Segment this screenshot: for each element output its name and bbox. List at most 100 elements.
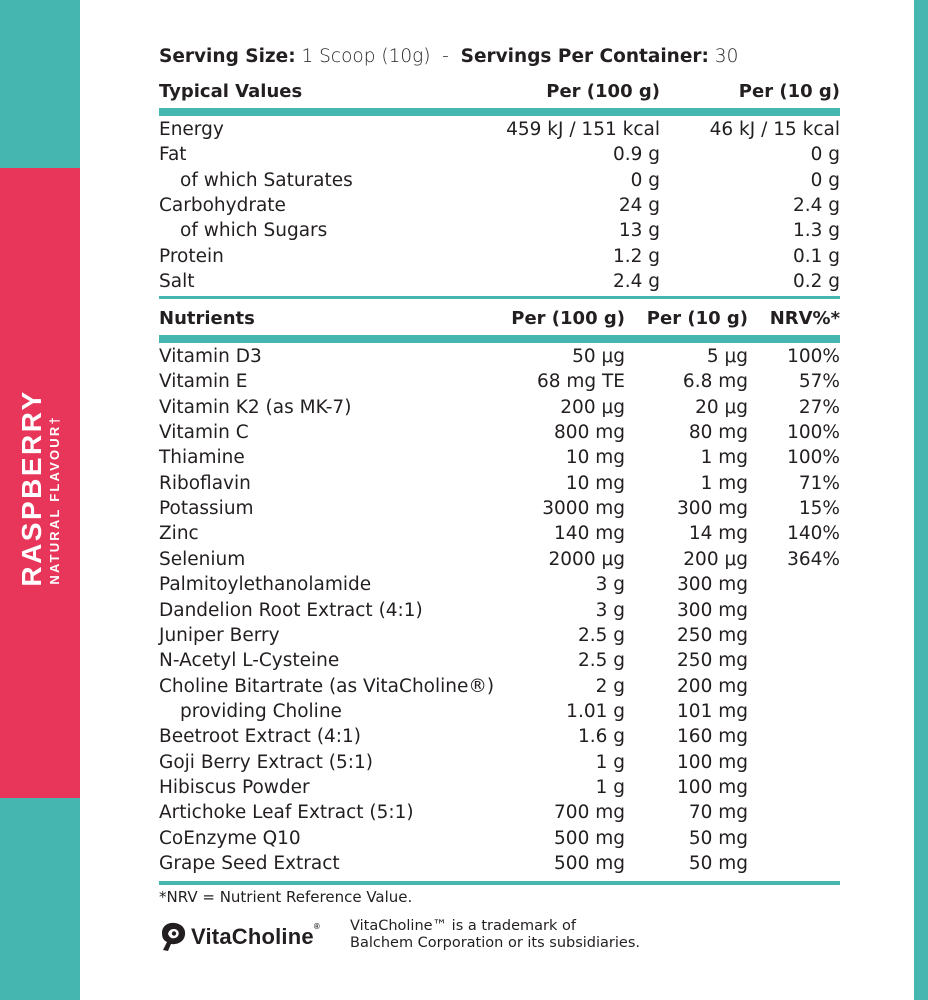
serving-info: Serving Size: 1 Scoop (10g) - Servings P… <box>159 46 840 67</box>
nutrient-row: Thiamine 10 mg 1 mg 100% <box>159 447 840 472</box>
nutrient-row-per10: 100 mg <box>677 751 748 773</box>
typical-row-per10: 46 kJ / 15 kcal <box>709 119 840 140</box>
nutrient-row-per100: 140 mg <box>554 523 625 545</box>
serving-size-label: Serving Size: <box>159 46 296 67</box>
typical-row: Salt 2.4 g 0.2 g <box>159 271 840 296</box>
nutrient-row-per10: 300 mg <box>677 574 748 596</box>
nutrient-row-per100: 1 g <box>595 776 625 798</box>
typical-row: Carbohydrate 24 g 2.4 g <box>159 195 840 220</box>
nutrient-row-per100: 10 mg <box>565 447 625 469</box>
typical-end-rule <box>159 296 840 299</box>
typical-row-per10: 0.1 g <box>792 245 840 267</box>
nutrient-row-name: Artichoke Leaf Extract (5:1) <box>159 802 414 824</box>
nutrient-row-per10: 100 mg <box>677 776 748 798</box>
nutrients-col-per100: Per (100 g) <box>511 308 625 329</box>
typical-row: Fat 0.9 g 0 g <box>159 144 840 169</box>
nutrient-row-name: Vitamin E <box>159 371 248 393</box>
typical-row-name: of which Saturates <box>180 169 353 191</box>
nutrient-row-name: Riboflavin <box>159 472 251 494</box>
typical-row-per100: 2.4 g <box>612 270 660 292</box>
nutrient-row-nrv: 100% <box>787 346 840 367</box>
nutrient-row-per10: 80 mg <box>688 422 748 444</box>
nutrients-col-nrv: NRV%* <box>769 308 840 329</box>
nutrient-row-name: providing Choline <box>180 700 342 722</box>
nutrient-row-name: Grape Seed Extract <box>159 853 340 874</box>
nutrient-row: providing Choline 1.01 g 101 mg <box>159 701 840 726</box>
nutrient-row: CoEnzyme Q10 500 mg 50 mg <box>159 828 840 853</box>
typical-row-per100: 13 g <box>618 220 660 242</box>
flavour-label: RASPBERRY NATURAL FLAVOUR† <box>16 389 63 586</box>
typical-row-per100: 459 kJ / 151 kcal <box>506 119 660 140</box>
nutrient-row-per10: 200 μg <box>683 548 748 570</box>
nutrient-row-name: Selenium <box>159 548 246 570</box>
typical-row-name: Protein <box>159 245 224 267</box>
nutrient-row-nrv: 27% <box>798 396 840 418</box>
nutrient-row: Artichoke Leaf Extract (5:1) 700 mg 70 mg <box>159 802 840 827</box>
nutrient-row-per100: 1 g <box>595 751 625 773</box>
nutrient-row-per100: 2000 μg <box>548 548 625 570</box>
typical-header-rule <box>159 108 840 116</box>
nutrient-row-per100: 1.01 g <box>566 700 625 722</box>
nutrient-row-per10: 200 mg <box>677 675 748 697</box>
nutrient-row-per100: 50 μg <box>572 346 625 367</box>
nutrient-row-per100: 3 g <box>595 574 625 596</box>
typical-row-per10: 1.3 g <box>792 220 840 242</box>
typical-row-per100: 0.9 g <box>612 144 660 166</box>
typical-row-name: Fat <box>159 144 187 166</box>
nutrient-row-nrv: 71% <box>798 472 840 494</box>
nutrient-row-per100: 2.5 g <box>577 650 625 672</box>
nutrient-row-nrv: 100% <box>787 447 840 469</box>
nutrient-row-per100: 200 μg <box>560 396 625 418</box>
nutrient-row-per100: 68 mg TE <box>536 371 625 393</box>
nutrient-row-per100: 10 mg <box>565 472 625 494</box>
servings-per-container-label: Servings Per Container: <box>460 46 709 67</box>
typical-row-name: Salt <box>159 270 195 292</box>
nutrient-row: Goji Berry Extract (5:1) 1 g 100 mg <box>159 752 840 777</box>
nutrient-row-per10: 20 μg <box>695 396 748 418</box>
nutrient-row-per100: 700 mg <box>554 802 625 824</box>
nutrient-row-per100: 1.6 g <box>577 726 625 748</box>
nutrient-row: Hibiscus Powder 1 g 100 mg <box>159 777 840 802</box>
nutrient-row: Riboflavin 10 mg 1 mg 71% <box>159 473 840 498</box>
typical-col-name: Typical Values <box>159 81 303 102</box>
typical-row-name: Carbohydrate <box>159 194 286 216</box>
nrv-footnote: *NRV = Nutrient Reference Value. <box>159 888 413 906</box>
nutrient-row: Zinc 140 mg 14 mg 140% <box>159 523 840 548</box>
nutrients-header-rule <box>159 335 840 343</box>
typical-row: of which Saturates 0 g 0 g <box>159 170 840 195</box>
nutrient-row-name: Juniper Berry <box>159 624 280 646</box>
nutrient-row-name: Palmitoylethanolamide <box>159 574 372 596</box>
nutrient-row: Dandelion Root Extract (4:1) 3 g 300 mg <box>159 600 840 625</box>
typical-row: of which Sugars 13 g 1.3 g <box>159 220 840 245</box>
nutrient-row-per10: 101 mg <box>677 700 748 722</box>
nutrient-row-per10: 50 mg <box>688 853 748 874</box>
nutrient-row-name: Thiamine <box>159 447 245 469</box>
nutrient-row-per100: 500 mg <box>554 827 625 849</box>
nutrient-row-per100: 3 g <box>595 599 625 621</box>
nutrient-row-name: Potassium <box>159 498 254 520</box>
nutrient-row-nrv: 15% <box>798 498 840 520</box>
nutrient-row: Vitamin D3 50 μg 5 μg 100% <box>159 346 840 371</box>
nutrient-row-per100: 800 mg <box>554 422 625 444</box>
flavour-subtitle: NATURAL FLAVOUR† <box>47 415 62 585</box>
nutrient-row: Vitamin E 68 mg TE 6.8 mg 57% <box>159 371 840 396</box>
nutrient-row-per10: 70 mg <box>688 802 748 824</box>
nutrient-row-per10: 160 mg <box>677 726 748 748</box>
typical-col-per10: Per (10 g) <box>738 81 840 102</box>
nutrient-row: Vitamin C 800 mg 80 mg 100% <box>159 422 840 447</box>
nutrient-row-name: Goji Berry Extract (5:1) <box>159 751 373 773</box>
nutrients-end-rule <box>159 881 840 885</box>
nutrient-row-name: Zinc <box>159 523 199 545</box>
nutrient-row-per10: 250 mg <box>677 650 748 672</box>
nutrient-row: Potassium 3000 mg 300 mg 15% <box>159 498 840 523</box>
nutrient-row: Grape Seed Extract 500 mg 50 mg <box>159 853 840 878</box>
vitacholine-logo-icon <box>159 921 187 953</box>
typical-row-name: Energy <box>159 119 224 140</box>
nutrients-col-name: Nutrients <box>159 308 255 329</box>
nutrient-row: N-Acetyl L-Cysteine 2.5 g 250 mg <box>159 650 840 675</box>
nutrient-row-name: Vitamin K2 (as MK-7) <box>159 396 352 418</box>
nutrient-row-name: N-Acetyl L-Cysteine <box>159 650 340 672</box>
typical-row-per10: 0 g <box>810 169 840 191</box>
nutrient-row-nrv: 364% <box>787 548 840 570</box>
nutrient-row-per10: 250 mg <box>677 624 748 646</box>
